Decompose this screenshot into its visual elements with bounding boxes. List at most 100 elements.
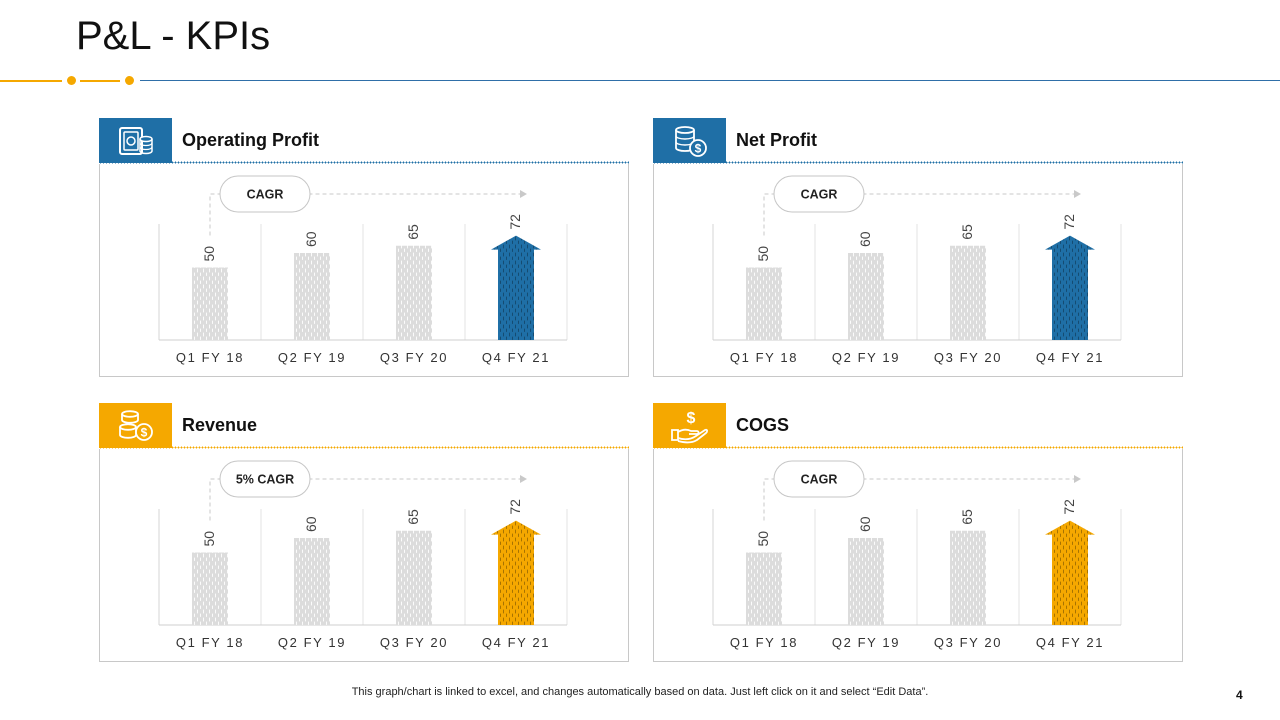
cagr-label: CAGR xyxy=(801,473,838,487)
data-label: 72 xyxy=(1061,499,1077,515)
chart-container: 50 Q1 FY 18 60 Q2 FY 19 65 Q3 FY 20 72 Q4 FY 21… xyxy=(653,449,1183,662)
data-label: 50 xyxy=(755,246,771,262)
cagr-connector xyxy=(209,478,520,521)
bar-arrow xyxy=(491,520,541,625)
panel-revenue: $ Revenue 50 Q1 FY 18 60 Q2 FY 19 65 Q3 FY 20… xyxy=(99,403,629,663)
tick-label: Q1 FY 18 xyxy=(730,635,798,650)
bar xyxy=(192,552,228,625)
panel-cogs: $ COGS 50 Q1 FY 18 60 Q2 FY 19 65 Q3 FY 20 72 Q… xyxy=(653,403,1183,663)
tick-label: Q4 FY 21 xyxy=(1036,350,1104,365)
bar xyxy=(746,552,782,625)
tick-label: Q1 FY 18 xyxy=(730,350,798,365)
rule-dot-1 xyxy=(67,76,76,85)
cagr-arrowhead xyxy=(520,475,527,483)
svg-text:$: $ xyxy=(694,141,701,155)
panel-title: Operating Profit xyxy=(182,130,320,150)
data-label: 60 xyxy=(303,516,319,532)
cagr-arrowhead xyxy=(1074,190,1081,198)
bar xyxy=(848,253,884,340)
cagr-pill xyxy=(773,175,865,213)
tick-label: Q4 FY 21 xyxy=(482,350,550,365)
page-title: P&L - KPIs xyxy=(76,14,271,58)
tick-label: Q2 FY 19 xyxy=(832,350,900,365)
header-divider xyxy=(653,161,1183,164)
data-label: 65 xyxy=(959,509,975,525)
cagr-arrowhead xyxy=(520,190,527,198)
panel-header: $ Net Profit xyxy=(653,118,1183,164)
cagr-connector xyxy=(209,193,520,236)
cagr-connector xyxy=(763,193,1074,236)
data-label: 72 xyxy=(1061,214,1077,230)
bar xyxy=(294,538,330,625)
tick-label: Q1 FY 18 xyxy=(176,635,244,650)
coin-stack-dollar-icon: $ xyxy=(653,118,726,163)
cagr-connector xyxy=(763,478,1074,521)
page-number: 4 xyxy=(1236,688,1243,702)
panel-title: Net Profit xyxy=(736,130,817,150)
bar xyxy=(950,530,986,625)
panel-title: COGS xyxy=(736,415,790,435)
panel-header: $ COGS xyxy=(653,403,1183,449)
data-label: 50 xyxy=(201,246,217,262)
data-label: 50 xyxy=(755,531,771,547)
panel-operating-profit: Operating Profit 50 Q1 FY 18 60 Q2 FY 19 65 Q… xyxy=(99,118,629,378)
tick-label: Q3 FY 20 xyxy=(934,350,1002,365)
cagr-label: CAGR xyxy=(247,188,284,202)
data-label: 65 xyxy=(405,509,421,525)
tick-label: Q2 FY 19 xyxy=(278,635,346,650)
chart-container: 50 Q1 FY 18 60 Q2 FY 19 65 Q3 FY 20 72 Q4 FY 21… xyxy=(99,164,629,377)
bar xyxy=(950,245,986,340)
tick-label: Q2 FY 19 xyxy=(278,350,346,365)
panel-header: $ Revenue xyxy=(99,403,629,449)
bar xyxy=(396,245,432,340)
svg-text:$: $ xyxy=(140,425,147,439)
chart-cogs: 50 Q1 FY 18 60 Q2 FY 19 65 Q3 FY 20 72 Q4 FY 21… xyxy=(712,460,1122,650)
tick-label: Q2 FY 19 xyxy=(832,635,900,650)
hand-dollar-icon: $ xyxy=(653,403,726,448)
data-label: 72 xyxy=(507,499,523,515)
data-label: 65 xyxy=(959,224,975,240)
cagr-arrowhead xyxy=(1074,475,1081,483)
data-label: 60 xyxy=(303,231,319,247)
panel-header: Operating Profit xyxy=(99,118,629,164)
cagr-pill xyxy=(773,460,865,498)
svg-text:$: $ xyxy=(686,410,695,427)
title-rule xyxy=(140,80,1280,81)
bar-arrow xyxy=(491,235,541,340)
tick-label: Q3 FY 20 xyxy=(380,350,448,365)
footnote: This graph/chart is linked to excel, and… xyxy=(351,686,929,698)
cagr-label: CAGR xyxy=(801,188,838,202)
data-label: 72 xyxy=(507,214,523,230)
bar xyxy=(192,267,228,340)
header-divider xyxy=(99,446,629,449)
panel-net-profit: $ Net Profit 50 Q1 FY 18 60 Q2 FY 19 65 Q3 FY… xyxy=(653,118,1183,378)
rule-dot-2 xyxy=(125,76,134,85)
bar xyxy=(396,530,432,625)
panel-title: Revenue xyxy=(182,415,258,435)
tick-label: Q3 FY 20 xyxy=(380,635,448,650)
header-divider xyxy=(653,446,1183,449)
bar xyxy=(848,538,884,625)
data-label: 60 xyxy=(857,516,873,532)
coins-dollar-icon: $ xyxy=(99,403,172,448)
chart-operating-profit: 50 Q1 FY 18 60 Q2 FY 19 65 Q3 FY 20 72 Q4 FY 21… xyxy=(158,175,568,365)
tick-label: Q3 FY 20 xyxy=(934,635,1002,650)
tick-label: Q1 FY 18 xyxy=(176,350,244,365)
chart-container: 50 Q1 FY 18 60 Q2 FY 19 65 Q3 FY 20 72 Q4 FY 21… xyxy=(99,449,629,662)
data-label: 65 xyxy=(405,224,421,240)
cagr-label: 5% CAGR xyxy=(236,473,294,487)
bar-arrow xyxy=(1045,235,1095,340)
chart-revenue: 50 Q1 FY 18 60 Q2 FY 19 65 Q3 FY 20 72 Q4 FY 21… xyxy=(158,460,568,650)
data-label: 50 xyxy=(201,531,217,547)
bar-arrow xyxy=(1045,520,1095,625)
header-divider xyxy=(99,161,629,164)
chart-container: 50 Q1 FY 18 60 Q2 FY 19 65 Q3 FY 20 72 Q4 FY 21… xyxy=(653,164,1183,377)
tick-label: Q4 FY 21 xyxy=(1036,635,1104,650)
bar xyxy=(294,253,330,340)
money-stack-icon xyxy=(99,118,172,163)
data-label: 60 xyxy=(857,231,873,247)
tick-label: Q4 FY 21 xyxy=(482,635,550,650)
cagr-pill xyxy=(219,175,311,213)
cagr-pill xyxy=(219,460,311,498)
chart-net-profit: 50 Q1 FY 18 60 Q2 FY 19 65 Q3 FY 20 72 Q4 FY 21… xyxy=(712,175,1122,365)
